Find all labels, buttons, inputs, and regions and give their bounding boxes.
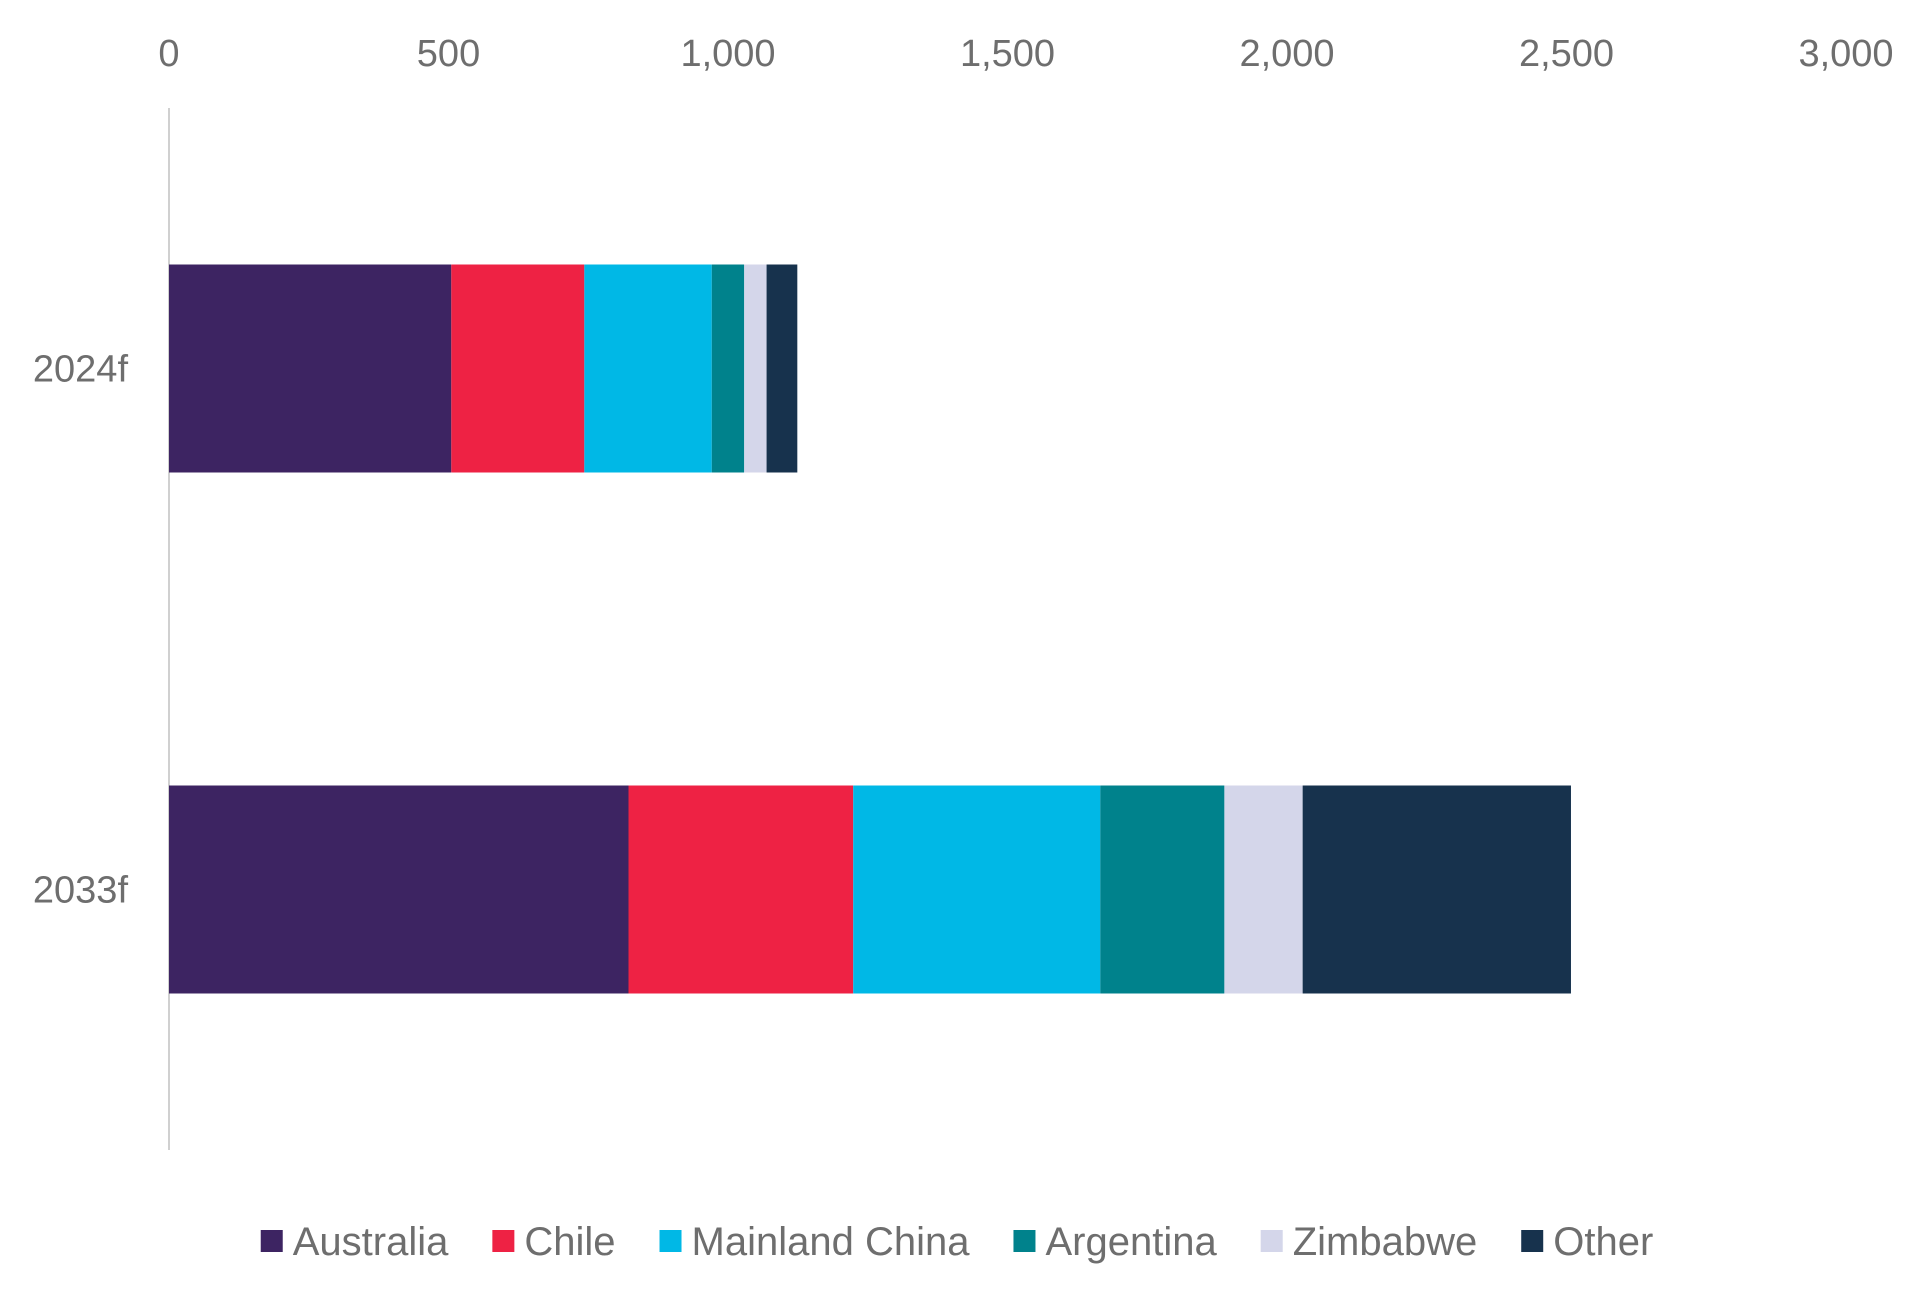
category-label: 2024f [33,349,129,391]
legend-label: Australia [293,1220,449,1264]
x-tick-label: 2,000 [1239,33,1334,75]
x-tick-label: 1,500 [960,33,1055,75]
legend-item-other: Other [1521,1220,1653,1264]
category-label: 2033f [33,870,129,912]
bar-segment-australia [169,785,629,994]
legend-label: Zimbabwe [1293,1220,1478,1264]
legend-swatch [1013,1230,1036,1252]
bar-segment-chile [628,785,854,994]
bar-segment-mainland-china [584,264,712,473]
bar-segment-mainland-china [853,785,1101,994]
legend-swatch [1521,1230,1544,1252]
bar-segment-australia [169,264,452,473]
legend-label: Other [1553,1220,1653,1264]
x-tick-label: 0 [158,33,179,75]
x-tick-label: 2,500 [1519,33,1614,75]
bar-segment-other [766,264,798,473]
legend-item-zimbabwe: Zimbabwe [1260,1220,1478,1264]
legend-item-chile: Chile [492,1220,616,1264]
bars-layer [169,264,1571,994]
bar-segment-other [1302,785,1571,994]
legend-label: Chile [524,1220,615,1264]
bar-segment-argentina [711,264,745,473]
legend-item-argentina: Argentina [1013,1220,1217,1264]
legend-label: Mainland China [692,1220,971,1264]
legend-label: Argentina [1045,1220,1217,1264]
legend: Australia Chile Mainland China Argentina Zim… [260,1220,1653,1264]
bar-segment-zimbabwe [1224,785,1303,994]
bar-segment-argentina [1100,785,1225,994]
legend-item-mainland-china: Mainland China [659,1220,971,1264]
axis-layer: 0 500 1,000 1,500 2,000 2,500 3,000 2024f 2033f [33,33,1894,1150]
legend-swatch [1260,1230,1283,1252]
legend-swatch [659,1230,682,1252]
bar-segment-chile [451,264,585,473]
legend-swatch [260,1230,283,1252]
legend-swatch [492,1230,515,1252]
legend-item-australia: Australia [260,1220,449,1264]
bar-segment-zimbabwe [744,264,767,473]
x-tick-label: 1,000 [680,33,775,75]
x-tick-label: 3,000 [1798,33,1893,75]
x-tick-label: 500 [417,33,480,75]
